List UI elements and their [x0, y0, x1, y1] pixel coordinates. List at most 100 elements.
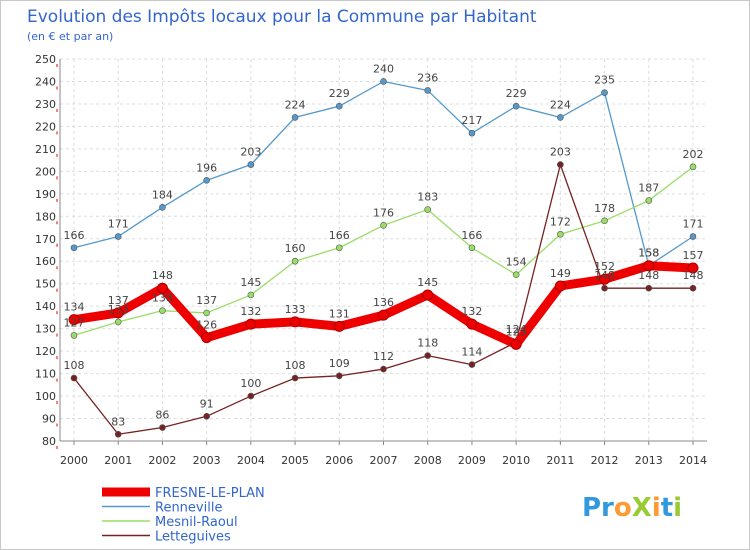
x-tick-label: 2014 [679, 454, 707, 467]
y-tick-label: 150 [35, 278, 56, 291]
data-point [247, 161, 255, 168]
data-point [291, 257, 299, 265]
data-point [643, 260, 655, 272]
data-label: 176 [373, 206, 394, 219]
data-point [687, 262, 699, 274]
y-tick-label: 180 [35, 210, 56, 223]
data-label: 131 [329, 307, 350, 320]
data-point [291, 374, 299, 382]
data-point [68, 314, 80, 326]
y-tick-label: 130 [35, 323, 56, 336]
data-label: 83 [111, 415, 125, 428]
data-label: 132 [240, 305, 261, 318]
legend-label: FRESNE-LE-PLAN [155, 486, 265, 501]
data-label: 235 [594, 74, 615, 87]
legend: FRESNE-LE-PLANRennevilleMesnil-RaoulLett… [102, 486, 265, 545]
data-label: 136 [373, 296, 394, 309]
x-tick-label: 2000 [60, 454, 88, 467]
data-point [510, 338, 522, 350]
data-label: 91 [200, 397, 214, 410]
data-label: 229 [506, 87, 527, 100]
y-tick-label: 230 [35, 98, 56, 111]
x-tick-label: 2006 [325, 454, 353, 467]
data-label: 100 [240, 377, 261, 390]
data-point [689, 233, 697, 240]
data-point [203, 177, 210, 184]
legend-label: Mesnil-Raoul [155, 515, 238, 530]
data-point [557, 114, 564, 121]
data-point [159, 204, 166, 211]
data-point [291, 114, 299, 121]
x-tick-label: 2004 [237, 454, 265, 467]
data-label: 148 [594, 269, 615, 282]
data-label: 137 [196, 294, 217, 307]
y-tick-label: 250 [35, 53, 56, 66]
data-label: 137 [108, 294, 129, 307]
grid [60, 58, 707, 442]
legend-label: Renneville [155, 501, 222, 516]
x-tick-label: 2012 [591, 454, 619, 467]
data-label: 158 [638, 247, 659, 260]
data-label: 160 [285, 242, 306, 255]
data-label: 138 [152, 292, 173, 305]
data-point [380, 78, 387, 85]
x-tick-label: 2008 [414, 454, 442, 467]
data-label: 217 [461, 114, 482, 127]
data-point [378, 309, 389, 321]
x-tick-label: 2003 [193, 454, 221, 467]
data-label: 178 [594, 202, 615, 215]
data-label: 171 [108, 218, 129, 231]
data-label: 240 [373, 62, 394, 75]
data-label: 229 [329, 87, 350, 100]
data-label: 152 [594, 260, 615, 273]
data-point [468, 244, 476, 252]
chart-subtitle: (en € et par an) [27, 30, 113, 43]
data-point [333, 320, 345, 332]
data-label: 157 [683, 249, 704, 262]
x-tick-label: 2013 [635, 454, 663, 467]
data-point [557, 161, 564, 168]
y-tick-label: 160 [35, 255, 56, 268]
data-point [601, 89, 608, 97]
data-label: 148 [683, 269, 704, 282]
data-point [512, 102, 520, 110]
data-point [468, 129, 476, 137]
data-label: 108 [64, 359, 85, 372]
data-point [424, 352, 432, 359]
data-point [645, 284, 653, 292]
data-point [203, 412, 210, 420]
data-point [512, 271, 520, 279]
data-label: 236 [417, 71, 438, 84]
data-point [114, 430, 122, 438]
data-point [247, 392, 255, 400]
x-tick-label: 2009 [458, 454, 486, 467]
data-label: 158 [638, 247, 659, 260]
data-point [114, 233, 122, 240]
data-point [70, 332, 78, 339]
data-point [557, 230, 564, 238]
data-point [112, 307, 124, 319]
y-tick-label: 90 [42, 413, 56, 426]
data-label: 145 [417, 276, 438, 289]
data-point [468, 361, 476, 368]
data-point [335, 102, 343, 110]
data-point [424, 87, 432, 94]
data-label: 148 [152, 269, 173, 282]
x-tick-label: 2005 [281, 454, 309, 467]
data-point [601, 217, 608, 225]
data-label: 134 [64, 301, 85, 314]
data-label: 133 [108, 303, 129, 316]
data-point [203, 309, 210, 317]
y-tick-label: 80 [42, 435, 56, 448]
data-point [424, 206, 432, 213]
y-tick-label: 170 [35, 233, 56, 246]
data-point [335, 372, 343, 380]
series [68, 78, 699, 438]
data-point [245, 318, 257, 330]
x-tick-label: 2010 [502, 454, 530, 467]
data-label: 166 [64, 229, 85, 242]
y-tick-label: 140 [35, 300, 56, 313]
x-tick-label: 2001 [104, 454, 132, 467]
x-tick-label: 2002 [148, 454, 176, 467]
